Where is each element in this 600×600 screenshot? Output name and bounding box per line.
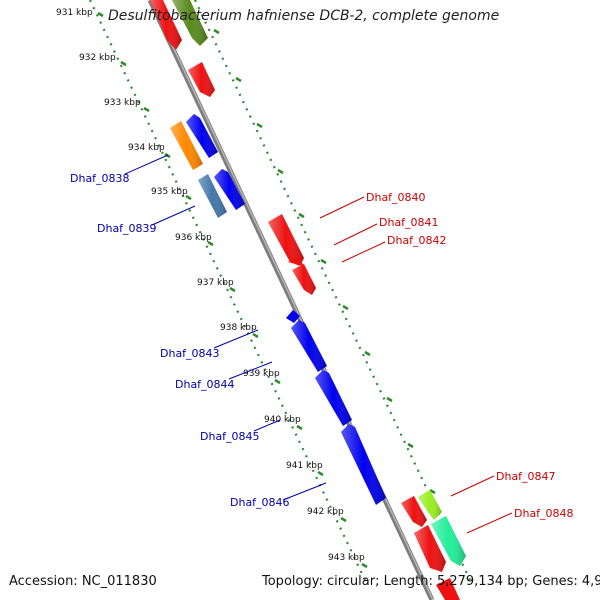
tick-labels: 931 kbp 932 kbp 933 kbp 934 kbp 935 kbp …	[56, 8, 365, 563]
genes-forward	[150, 0, 466, 600]
right-dotted-track	[194, 0, 471, 581]
genome-backbone	[147, 0, 435, 600]
accession-text: Accession: NC_011830	[9, 574, 157, 589]
tick-label: 937 kbp	[197, 278, 234, 288]
tick-label: 931 kbp	[56, 8, 93, 18]
gene-label-dhaf-0840[interactable]: Dhaf_0840	[366, 191, 426, 204]
gene-arrow[interactable]	[288, 256, 304, 266]
gene-label-dhaf-0842[interactable]: Dhaf_0842	[387, 234, 447, 247]
gene-label-dhaf-0843[interactable]: Dhaf_0843	[160, 347, 220, 360]
tick-label: 932 kbp	[79, 53, 116, 63]
gene-labels: Dhaf_0838 Dhaf_0839 Dhaf_0843 Dhaf_0844 …	[70, 172, 574, 520]
gene-arrow[interactable]	[436, 578, 460, 600]
tick-label: 941 kbp	[286, 461, 323, 471]
tick-label: 935 kbp	[151, 187, 188, 197]
gene-label-dhaf-0844[interactable]: Dhaf_0844	[175, 378, 235, 391]
gene-label-dhaf-0847[interactable]: Dhaf_0847	[496, 470, 556, 483]
tick-label: 934 kbp	[128, 143, 165, 153]
tick-label: 940 kbp	[264, 415, 301, 425]
page-title: Desulfitobacterium hafniense DCB-2, comp…	[108, 8, 500, 24]
tick-label: 938 kbp	[220, 323, 257, 333]
right-tick-marks	[213, 28, 436, 495]
genes-reverse	[170, 114, 386, 505]
genome-summary-text: Topology: circular; Length: 5,279,134 bp…	[262, 574, 600, 589]
tick-label: 942 kbp	[307, 507, 344, 517]
tick-label: 936 kbp	[175, 233, 212, 243]
gene-label-dhaf-0839[interactable]: Dhaf_0839	[97, 222, 157, 235]
gene-label-dhaf-0838[interactable]: Dhaf_0838	[70, 172, 130, 185]
left-dotted-track	[89, 0, 366, 581]
tick-marks	[97, 11, 368, 569]
gene-label-dhaf-0848[interactable]: Dhaf_0848	[514, 507, 574, 520]
gene-label-dhaf-0841[interactable]: Dhaf_0841	[379, 216, 439, 229]
tick-label: 933 kbp	[104, 98, 141, 108]
gene-label-dhaf-0846[interactable]: Dhaf_0846	[230, 496, 290, 509]
tick-label: 943 kbp	[328, 553, 365, 563]
gene-arrow[interactable]	[286, 310, 300, 323]
leader-lines	[124, 154, 513, 534]
tick-label: 939 kbp	[243, 369, 280, 379]
gene-label-dhaf-0845[interactable]: Dhaf_0845	[200, 430, 260, 443]
